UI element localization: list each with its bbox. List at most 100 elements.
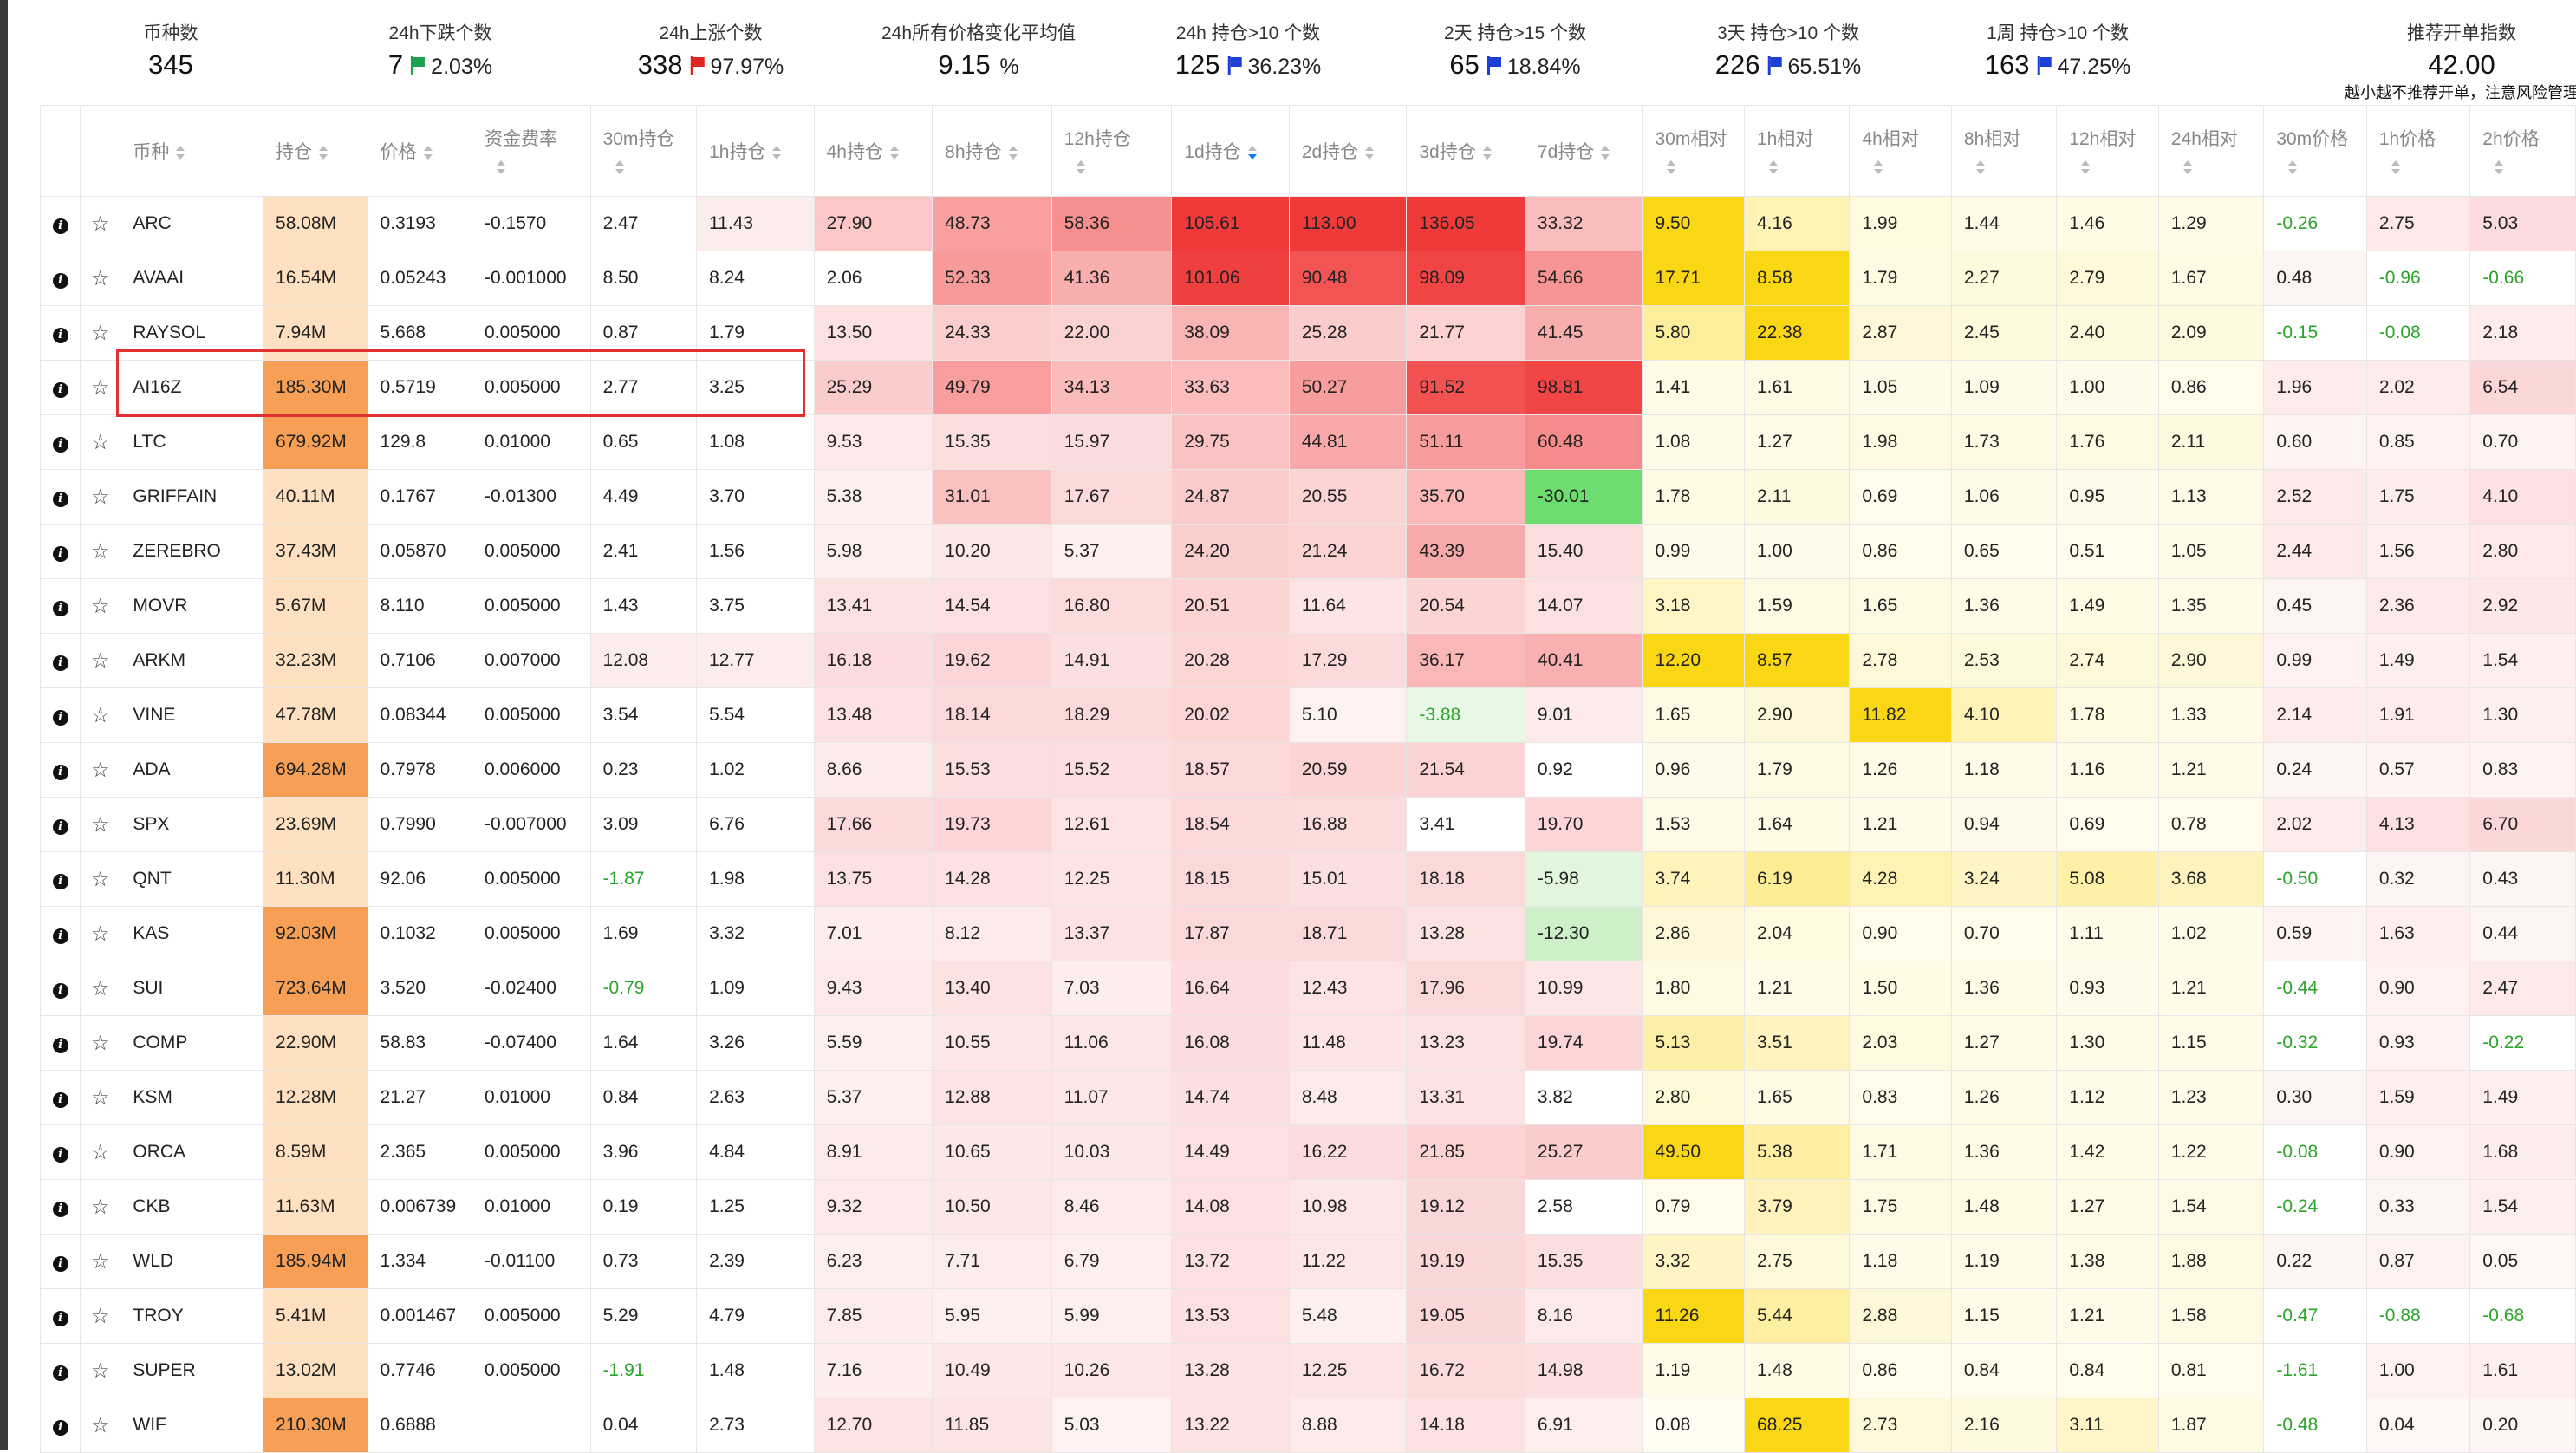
- info-icon[interactable]: i: [52, 382, 68, 398]
- coin-symbol[interactable]: KAS: [120, 906, 264, 961]
- sort-icon[interactable]: [1482, 146, 1492, 160]
- info-cell[interactable]: i: [39, 305, 81, 361]
- star-icon[interactable]: ☆: [91, 266, 110, 290]
- sort-icon[interactable]: [176, 146, 185, 160]
- favorite-cell[interactable]: ☆: [80, 1015, 121, 1071]
- star-icon[interactable]: ☆: [91, 758, 110, 782]
- sort-icon[interactable]: [1247, 146, 1257, 160]
- star-icon[interactable]: ☆: [91, 1359, 110, 1383]
- favorite-cell[interactable]: ☆: [80, 360, 121, 415]
- column-header[interactable]: 1h持仓: [696, 105, 815, 197]
- star-icon[interactable]: ☆: [91, 1249, 110, 1274]
- favorite-cell[interactable]: ☆: [80, 196, 121, 251]
- sort-icon[interactable]: [2288, 160, 2298, 174]
- sort-icon[interactable]: [772, 146, 782, 160]
- info-cell[interactable]: i: [39, 1070, 81, 1125]
- sort-icon[interactable]: [1874, 160, 1883, 174]
- star-icon[interactable]: ☆: [91, 1085, 110, 1110]
- sort-icon[interactable]: [1768, 160, 1778, 174]
- column-header[interactable]: 8h相对: [1950, 105, 2058, 197]
- column-header[interactable]: 持仓: [263, 105, 368, 197]
- table-row[interactable]: i ☆ KAS 92.03M 0.1032 0.005000 1.69 3.32 7.01 8.1…: [39, 906, 2576, 961]
- favorite-cell[interactable]: ☆: [80, 851, 121, 907]
- sort-icon[interactable]: [497, 160, 506, 174]
- favorite-cell[interactable]: ☆: [80, 469, 121, 525]
- info-icon[interactable]: i: [52, 983, 68, 999]
- column-header[interactable]: 价格: [367, 105, 473, 197]
- star-icon[interactable]: ☆: [91, 1304, 110, 1328]
- info-cell[interactable]: i: [39, 1015, 81, 1071]
- sort-icon[interactable]: [1975, 160, 1985, 174]
- info-icon[interactable]: i: [52, 1202, 68, 1217]
- table-row[interactable]: i ☆ KSM 12.28M 21.27 0.01000 0.84 2.63 5.37 12.88…: [39, 1070, 2576, 1125]
- coin-symbol[interactable]: LTC: [120, 414, 264, 470]
- column-header[interactable]: 30m价格: [2263, 105, 2367, 197]
- star-icon[interactable]: ☆: [91, 539, 110, 564]
- coin-symbol[interactable]: COMP: [120, 1015, 264, 1071]
- info-cell[interactable]: i: [39, 961, 81, 1016]
- table-row[interactable]: i ☆ ARC 58.08M 0.3193 -0.1570 2.47 11.43 27.90 48…: [39, 196, 2576, 251]
- favorite-cell[interactable]: ☆: [80, 578, 121, 634]
- favorite-cell[interactable]: ☆: [80, 1343, 121, 1398]
- info-icon[interactable]: i: [52, 218, 68, 234]
- column-header[interactable]: 7d持仓: [1524, 105, 1643, 197]
- table-row[interactable]: i ☆ QNT 11.30M 92.06 0.005000 -1.87 1.98 13.75 14…: [39, 851, 2576, 907]
- info-cell[interactable]: i: [39, 578, 81, 634]
- sort-icon[interactable]: [1076, 160, 1085, 174]
- info-cell[interactable]: i: [39, 524, 81, 579]
- info-cell[interactable]: i: [39, 1288, 81, 1344]
- sort-icon[interactable]: [2495, 160, 2504, 174]
- table-row[interactable]: i ☆ WIF 210.30M 0.6888 0.04 2.73 12.70 11.85 5.03…: [39, 1398, 2576, 1453]
- info-cell[interactable]: i: [39, 906, 81, 961]
- info-icon[interactable]: i: [52, 546, 68, 562]
- favorite-cell[interactable]: ☆: [80, 1398, 121, 1453]
- info-icon[interactable]: i: [52, 1365, 68, 1381]
- table-row[interactable]: i ☆ AI16Z 185.30M 0.5719 0.005000 2.77 3.25 25.2…: [39, 360, 2576, 415]
- favorite-cell[interactable]: ☆: [80, 633, 121, 688]
- column-header[interactable]: 资金费率: [472, 105, 591, 197]
- star-icon[interactable]: ☆: [91, 321, 110, 345]
- coin-symbol[interactable]: MOVR: [120, 578, 264, 634]
- coin-symbol[interactable]: QNT: [120, 851, 264, 907]
- star-icon[interactable]: ☆: [91, 648, 110, 673]
- favorite-cell[interactable]: ☆: [80, 1124, 121, 1180]
- info-cell[interactable]: i: [39, 1179, 81, 1235]
- info-cell[interactable]: i: [39, 1398, 81, 1453]
- favorite-cell[interactable]: ☆: [80, 687, 121, 743]
- info-icon[interactable]: i: [52, 601, 68, 616]
- sort-icon[interactable]: [2081, 160, 2091, 174]
- favorite-cell[interactable]: ☆: [80, 251, 121, 306]
- sort-icon[interactable]: [319, 146, 329, 160]
- favorite-cell[interactable]: ☆: [80, 414, 121, 470]
- column-header[interactable]: 24h相对: [2157, 105, 2265, 197]
- favorite-cell[interactable]: ☆: [80, 961, 121, 1016]
- column-header[interactable]: 4h相对: [1849, 105, 1952, 197]
- table-row[interactable]: i ☆ COMP 22.90M 58.83 -0.07400 1.64 3.26 5.59 10.…: [39, 1015, 2576, 1071]
- table-row[interactable]: i ☆ RAYSOL 7.94M 5.668 0.005000 0.87 1.79 13.50 2…: [39, 305, 2576, 361]
- star-icon[interactable]: ☆: [91, 922, 110, 946]
- column-header[interactable]: 4h持仓: [813, 105, 933, 197]
- table-row[interactable]: i ☆ ARKM 32.23M 0.7106 0.007000 12.08 12.77 16.1…: [39, 633, 2576, 688]
- table-row[interactable]: i ☆ MOVR 5.67M 8.110 0.005000 1.43 3.75 13.41 14.…: [39, 578, 2576, 634]
- column-header[interactable]: 8h持仓: [932, 105, 1052, 197]
- column-header[interactable]: 3d持仓: [1406, 105, 1525, 197]
- table-row[interactable]: i ☆ LTC 679.92M 129.8 0.01000 0.65 1.08 9.53 15.3…: [39, 414, 2576, 470]
- table-row[interactable]: i ☆ SUPER 13.02M 0.7746 0.005000 -1.91 1.48 7.16…: [39, 1343, 2576, 1398]
- info-icon[interactable]: i: [52, 1147, 68, 1163]
- star-icon[interactable]: ☆: [91, 430, 110, 454]
- info-cell[interactable]: i: [39, 196, 81, 251]
- info-icon[interactable]: i: [52, 1038, 68, 1053]
- table-row[interactable]: i ☆ ADA 694.28M 0.7978 0.006000 0.23 1.02 8.66 15…: [39, 742, 2576, 798]
- info-icon[interactable]: i: [52, 1092, 68, 1108]
- favorite-cell[interactable]: ☆: [80, 524, 121, 579]
- star-icon[interactable]: ☆: [91, 485, 110, 509]
- coin-symbol[interactable]: WIF: [120, 1398, 264, 1453]
- favorite-cell[interactable]: ☆: [80, 1179, 121, 1235]
- coin-symbol[interactable]: ADA: [120, 742, 264, 798]
- info-icon[interactable]: i: [52, 492, 68, 507]
- favorite-cell[interactable]: ☆: [80, 1070, 121, 1125]
- info-icon[interactable]: i: [52, 928, 68, 944]
- column-header[interactable]: 2h价格: [2469, 105, 2576, 197]
- star-icon[interactable]: ☆: [91, 812, 110, 837]
- column-header[interactable]: 30m持仓: [589, 105, 698, 197]
